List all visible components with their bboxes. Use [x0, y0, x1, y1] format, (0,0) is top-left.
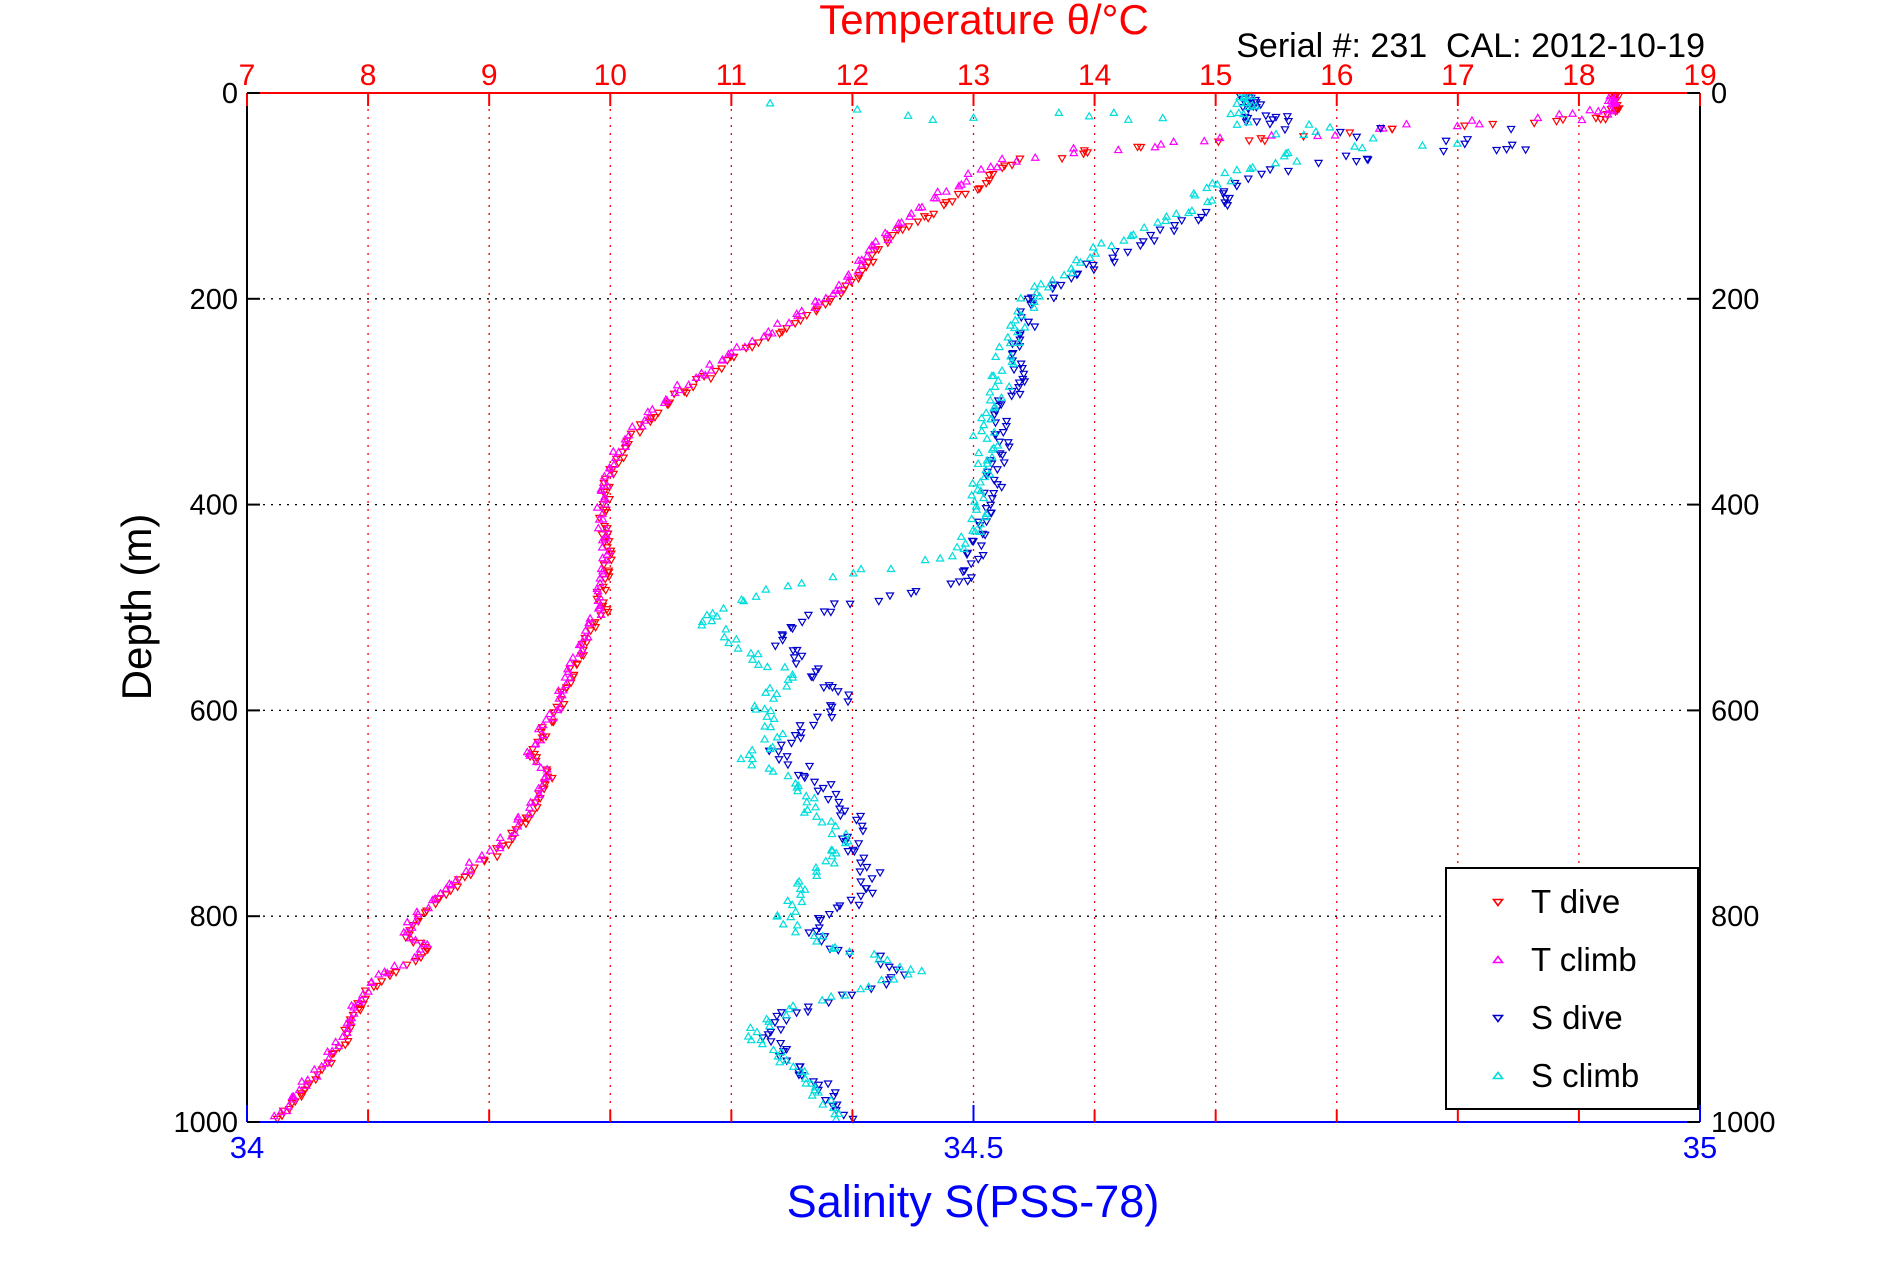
salinity-axis-label: Salinity S(PSS-78): [786, 1176, 1160, 1227]
temp-tick-label: 7: [239, 59, 256, 92]
legend-label: T dive: [1531, 883, 1621, 920]
legend-label: S dive: [1531, 999, 1623, 1036]
triangle-up-icon: [1491, 1071, 1505, 1080]
temp-tick-label: 13: [957, 59, 990, 92]
temp-tick-label: 19: [1683, 59, 1716, 92]
temp-tick-label: 8: [360, 59, 377, 92]
temp-tick-label: 15: [1199, 59, 1232, 92]
legend-entry-s-climb: S climb: [1447, 1047, 1697, 1105]
depth-tick-label-left: 400: [190, 490, 238, 522]
legend-entry-s-dive: S dive: [1447, 989, 1697, 1047]
chart-title: Temperature θ/°C: [819, 0, 1149, 43]
depth-tick-label-right: 400: [1711, 490, 1759, 522]
legend-label: S climb: [1531, 1057, 1640, 1094]
depth-tick-label-left: 800: [190, 901, 238, 933]
salinity-tick-label: 35: [1683, 1130, 1717, 1165]
temp-tick-label: 18: [1562, 59, 1595, 92]
triangle-down-icon: [1491, 898, 1505, 907]
depth-tick-label-left: 0: [222, 78, 238, 110]
data-series: [269, 91, 1624, 1124]
serial-cal-annotation: Serial #: 231 CAL: 2012-10-19: [1236, 27, 1705, 65]
legend-entry-t-climb: T climb: [1447, 931, 1697, 989]
depth-tick-label-left: 1000: [173, 1107, 238, 1139]
depth-axis-label: Depth (m): [113, 513, 160, 701]
depth-tick-label-left: 600: [190, 695, 238, 727]
legend-entry-t-dive: T dive: [1447, 873, 1697, 931]
temp-tick-label: 11: [716, 59, 747, 92]
temp-tick-label: 16: [1320, 59, 1353, 92]
salinity-tick-label: 34.5: [943, 1130, 1003, 1165]
axes: 7 8 9 10 11 12 13 14 15 16 17 18 19 34 34.5 35 0 0 200 200 4…: [173, 59, 1775, 1165]
temp-tick-label: 14: [1078, 59, 1111, 92]
legend-label: T climb: [1531, 941, 1637, 978]
series-s-climb-points: [697, 91, 1462, 1123]
temp-tick-label: 10: [594, 59, 627, 92]
series-t-climb-points: [269, 91, 1621, 1120]
depth-tick-label-right: 1000: [1711, 1107, 1776, 1139]
series-t-dive-points: [272, 92, 1624, 1124]
legend-box: T dive T climb S dive S climb: [1445, 867, 1699, 1110]
salinity-tick-label: 34: [230, 1130, 264, 1165]
temp-tick-label: 9: [481, 59, 498, 92]
triangle-down-icon: [1491, 1014, 1505, 1023]
triangle-up-icon: [1491, 955, 1505, 964]
depth-tick-label-right: 800: [1711, 901, 1759, 933]
temp-tick-label: 12: [836, 59, 869, 92]
temp-tick-label: 17: [1441, 59, 1474, 92]
depth-tick-label-right: 200: [1711, 284, 1759, 316]
depth-tick-label-left: 200: [190, 284, 238, 316]
depth-tick-label-right: 600: [1711, 695, 1759, 727]
depth-tick-label-right: 0: [1711, 78, 1727, 110]
